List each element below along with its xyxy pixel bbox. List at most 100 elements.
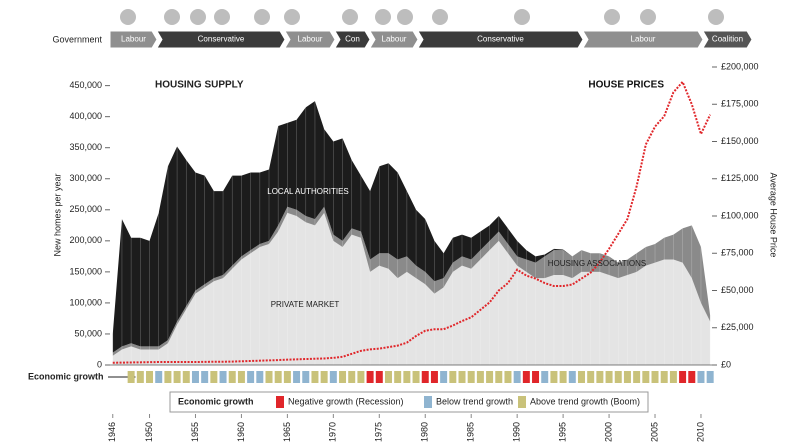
growth-cell (394, 371, 401, 383)
growth-cell (459, 371, 466, 383)
growth-cell (679, 371, 686, 383)
growth-cell (238, 371, 245, 383)
growth-cell (357, 371, 364, 383)
growth-cell (403, 371, 410, 383)
portrait (164, 9, 180, 25)
growth-cell (523, 371, 530, 383)
y2-tick-label: £25,000 (721, 322, 754, 332)
x-tick-label: 2010 (695, 422, 705, 442)
growth-cell (468, 371, 475, 383)
growth-cell (606, 371, 613, 383)
growth-cell (652, 371, 659, 383)
government-label: Government (52, 34, 102, 44)
y2-tick-label: £125,000 (721, 173, 759, 183)
y-tick-label: 100,000 (69, 297, 102, 307)
growth-cell (146, 371, 153, 383)
legend-swatch (424, 396, 432, 408)
x-tick-label: 1970 (328, 422, 338, 442)
growth-cell (367, 371, 374, 383)
legend-label: Negative growth (Recession) (288, 396, 404, 406)
y-tick-label: 450,000 (69, 80, 102, 90)
y-tick-label: 200,000 (69, 235, 102, 245)
growth-cell (339, 371, 346, 383)
growth-cell (256, 371, 263, 383)
growth-cell (422, 371, 429, 383)
growth-cell (486, 371, 493, 383)
portrait (604, 9, 620, 25)
x-tick-label: 1950 (144, 422, 154, 442)
y2-tick-label: £0 (721, 359, 731, 369)
portrait (190, 9, 206, 25)
portrait (214, 9, 230, 25)
y-tick-label: 400,000 (69, 111, 102, 121)
y-axis-label: New homes per year (52, 173, 62, 256)
growth-cell (311, 371, 318, 383)
growth-cell (578, 371, 585, 383)
growth-cell (210, 371, 217, 383)
government-period-label: Conservative (477, 35, 524, 44)
y2-tick-label: £50,000 (721, 285, 754, 295)
growth-cell (642, 371, 649, 383)
growth-cell (385, 371, 392, 383)
growth-cell (615, 371, 622, 383)
portrait (432, 9, 448, 25)
portrait (708, 9, 724, 25)
portrait (254, 9, 270, 25)
growth-cell (155, 371, 162, 383)
growth-cell (275, 371, 282, 383)
growth-cell (413, 371, 420, 383)
growth-cell (183, 371, 190, 383)
y-tick-label: 350,000 (69, 142, 102, 152)
annotation: HOUSING SUPPLY (155, 80, 244, 91)
growth-cell (688, 371, 695, 383)
x-tick-label: 1990 (512, 422, 522, 442)
growth-cell (587, 371, 594, 383)
portrait (342, 9, 358, 25)
government-period-label: Conservative (198, 35, 245, 44)
legend-title: Economic growth (178, 396, 254, 406)
growth-cell (302, 371, 309, 383)
x-tick-label: 2000 (603, 422, 613, 442)
chart: Government HOUSING SUPPLY New homes per … (0, 0, 787, 445)
x-tick-label: 2005 (649, 422, 659, 442)
growth-cell (201, 371, 208, 383)
government-period-label: Labour (631, 35, 656, 44)
portrait (397, 9, 413, 25)
legend-label: Below trend growth (436, 396, 513, 406)
x-tick-label: 1985 (466, 422, 476, 442)
growth-cell (174, 371, 181, 383)
growth-cell (440, 371, 447, 383)
y2-tick-label: £200,000 (721, 61, 759, 71)
series-label: PRIVATE MARKET (271, 300, 340, 309)
series-label: HOUSING ASSOCIATIONS (548, 259, 647, 268)
government-period-label: Labour (382, 35, 407, 44)
growth-cell (266, 371, 273, 383)
portrait (120, 9, 136, 25)
growth-cell (661, 371, 668, 383)
growth-cell (504, 371, 511, 383)
portrait (514, 9, 530, 25)
growth-cell (348, 371, 355, 383)
y2-tick-label: £175,000 (721, 99, 759, 109)
growth-label: Economic growth (28, 371, 104, 381)
growth-cell (633, 371, 640, 383)
government-period-label: Coalition (712, 35, 743, 44)
government-period-label: Con (345, 35, 360, 44)
growth-cell (670, 371, 677, 383)
growth-cell (128, 371, 135, 383)
growth-cell (247, 371, 254, 383)
growth-cell (137, 371, 144, 383)
growth-cell (541, 371, 548, 383)
y2-tick-label: £75,000 (721, 248, 754, 258)
series-label: LOCAL AUTHORITIES (267, 187, 349, 196)
portrait (284, 9, 300, 25)
x-tick-label: 1975 (374, 422, 384, 442)
growth-cell (192, 371, 199, 383)
growth-cell (697, 371, 704, 383)
growth-cell (431, 371, 438, 383)
growth-cell (560, 371, 567, 383)
growth-cell (596, 371, 603, 383)
growth-cell (229, 371, 236, 383)
growth-cell (449, 371, 456, 383)
growth-cell (293, 371, 300, 383)
